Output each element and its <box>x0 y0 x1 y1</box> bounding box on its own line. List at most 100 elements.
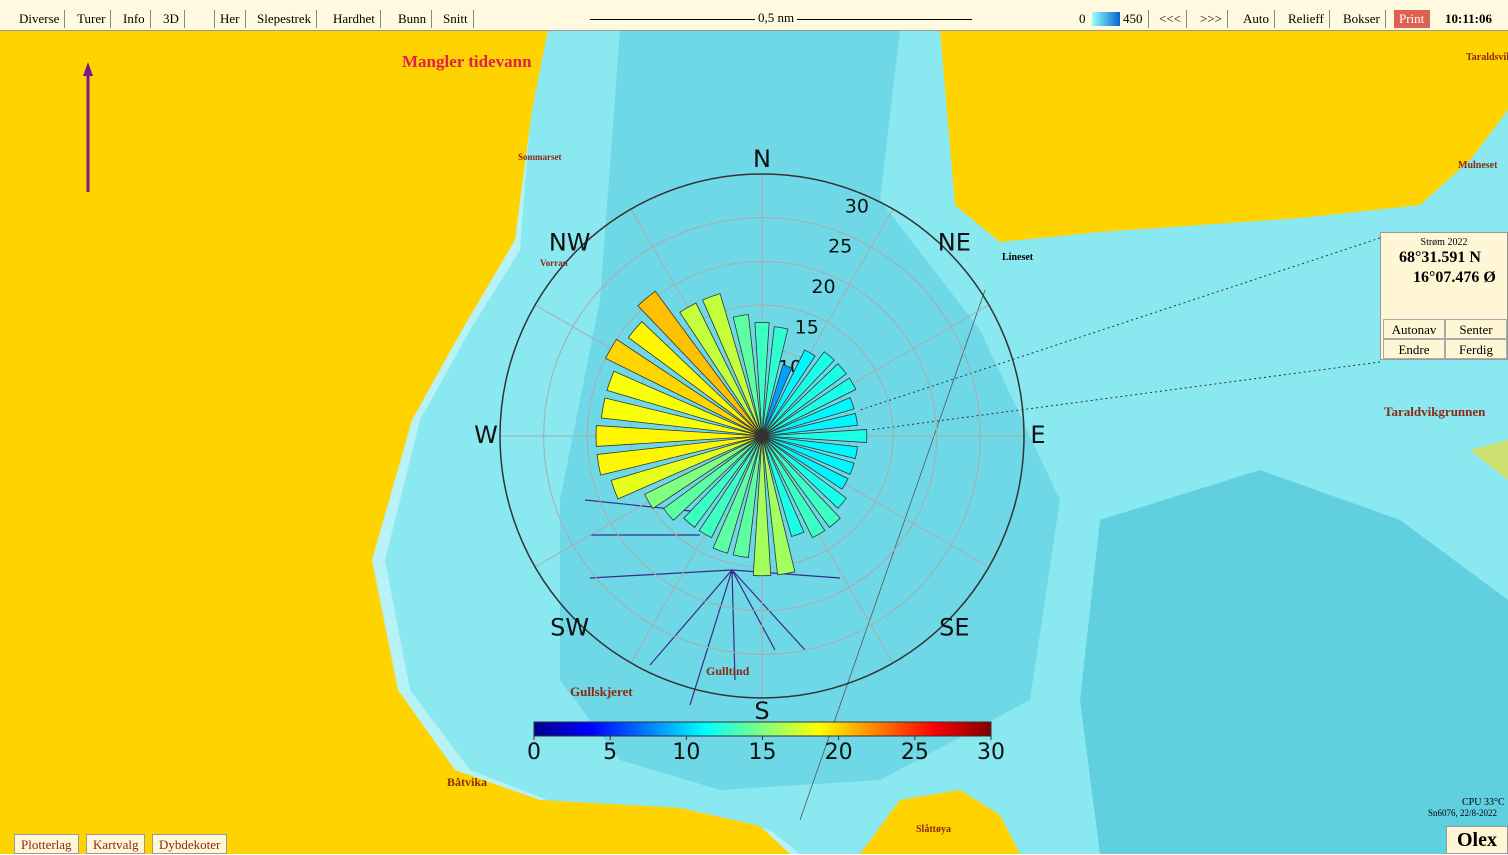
place-label: Taraldvikgrunnen <box>1384 404 1486 419</box>
direction-label: W <box>474 421 498 449</box>
brand[interactable]: Olex <box>1446 826 1508 854</box>
bottom-tab[interactable]: Plotterlag <box>14 834 79 854</box>
ring-label: 25 <box>828 236 852 258</box>
rose-bar <box>663 435 763 521</box>
panel-title: Strøm 2022 <box>1420 237 1468 248</box>
serial: Sn6076, 22/8-2022 <box>1428 808 1498 818</box>
rose-bar <box>761 435 849 490</box>
rose-bar <box>761 435 858 460</box>
rose-bar <box>637 290 763 437</box>
tool-button[interactable]: <<< <box>1154 10 1187 28</box>
rose-bar <box>627 321 763 437</box>
rose-bar <box>712 435 763 554</box>
rose-bar <box>761 349 816 437</box>
colorbar-label: 10 <box>672 740 700 765</box>
rose-bar <box>761 351 835 437</box>
pointer-line <box>859 237 1381 411</box>
rose-bar <box>610 435 763 500</box>
tool-button[interactable]: Info <box>118 10 151 28</box>
land <box>940 30 1508 242</box>
direction-label: SE <box>939 613 969 641</box>
land <box>0 30 790 854</box>
rose-bar <box>761 435 847 509</box>
depth-max: 450 <box>1118 10 1149 28</box>
panel-button[interactable]: Endre <box>1383 339 1445 359</box>
land <box>1470 440 1508 480</box>
rose-bar <box>761 364 793 437</box>
north-arrow-head <box>83 62 93 76</box>
direction-label: S <box>754 697 769 725</box>
latitude: 68°31.591 N <box>1399 249 1481 266</box>
colorbar-label: 25 <box>901 740 929 765</box>
panel-button[interactable]: Ferdig <box>1445 339 1507 359</box>
ring <box>586 260 938 612</box>
direction-label: SW <box>550 613 589 641</box>
tool-button[interactable]: Turer <box>72 10 112 28</box>
rose-bar <box>761 435 841 528</box>
place-label: Mulneset <box>1458 160 1498 171</box>
tool-button[interactable]: 3D <box>158 10 185 28</box>
tool-button[interactable]: Auto <box>1238 10 1275 28</box>
land <box>860 790 1020 854</box>
colorbar-label: 5 <box>603 740 617 765</box>
rose-bar <box>644 435 763 510</box>
rose-bar <box>761 435 796 576</box>
rose-bar <box>761 428 868 444</box>
position-panel: Strøm 2022 68°31.591 N 16°07.476 Ø Auton… <box>1380 232 1508 360</box>
ring-label: 20 <box>811 276 835 298</box>
tool-button[interactable]: Her <box>214 10 246 28</box>
tool-button[interactable]: >>> <box>1195 10 1228 28</box>
rose-bar <box>754 322 770 437</box>
place-label: Lineset <box>1002 252 1034 263</box>
tool-button[interactable]: Snitt <box>438 10 474 28</box>
direction-label: NW <box>549 229 591 257</box>
colorbar-label: 30 <box>977 740 1005 765</box>
rose-bar <box>761 412 858 437</box>
rose-bar <box>698 435 763 539</box>
rose-chart: 1015202530NNEESESSWWNW051015202530 <box>474 145 1045 765</box>
tool-button[interactable]: Bokser <box>1338 10 1386 28</box>
ring <box>499 173 1025 699</box>
depth-scale <box>1092 12 1120 26</box>
place-label: Gullskjeret <box>570 684 633 699</box>
place-label: Sommarset <box>518 152 562 162</box>
place-label: Båtvika <box>447 775 488 789</box>
colorbar-label: 20 <box>825 740 853 765</box>
pointer-line <box>869 361 1381 431</box>
rose-bar <box>595 425 763 447</box>
direction-label: E <box>1030 421 1045 449</box>
tool-button[interactable]: Relieff <box>1283 10 1330 28</box>
clock: 10:11:06 <box>1445 11 1492 26</box>
tool-button[interactable]: Hardhet <box>328 10 381 28</box>
longitude: 16°07.476 Ø <box>1413 269 1496 286</box>
panel-button[interactable]: Senter <box>1445 319 1507 339</box>
direction-label: N <box>753 145 771 173</box>
tool-button[interactable]: Bunn <box>393 10 433 28</box>
place-label: Slåttøya <box>916 824 951 835</box>
rose-bar <box>679 302 763 437</box>
rose-bar <box>761 435 805 538</box>
place-label: Gulltind <box>706 664 750 678</box>
rose-bar <box>702 293 763 437</box>
colorbar <box>533 721 992 737</box>
panel-button[interactable]: Autonav <box>1383 319 1445 339</box>
rose-bar <box>606 370 763 437</box>
tool-button[interactable]: Slepestrek <box>252 10 318 28</box>
ring-label: 30 <box>845 195 869 217</box>
rose-bar <box>732 435 763 558</box>
rose-bar <box>600 397 763 437</box>
bottom-tab[interactable]: Kartvalg <box>86 834 146 854</box>
rose-bar <box>752 435 772 577</box>
rose-bar <box>761 326 789 437</box>
warning: Mangler tidevann <box>402 52 532 71</box>
bottom-tab[interactable]: Dybdekoter <box>152 834 228 854</box>
colorbar-label: 0 <box>527 740 541 765</box>
tool-button[interactable]: Diverse <box>14 10 66 28</box>
rose-bar <box>761 435 855 475</box>
rose-bar <box>761 435 826 539</box>
deep-water <box>1080 470 1508 854</box>
print-button[interactable]: Print <box>1394 10 1431 28</box>
ring-label: 15 <box>795 316 819 338</box>
